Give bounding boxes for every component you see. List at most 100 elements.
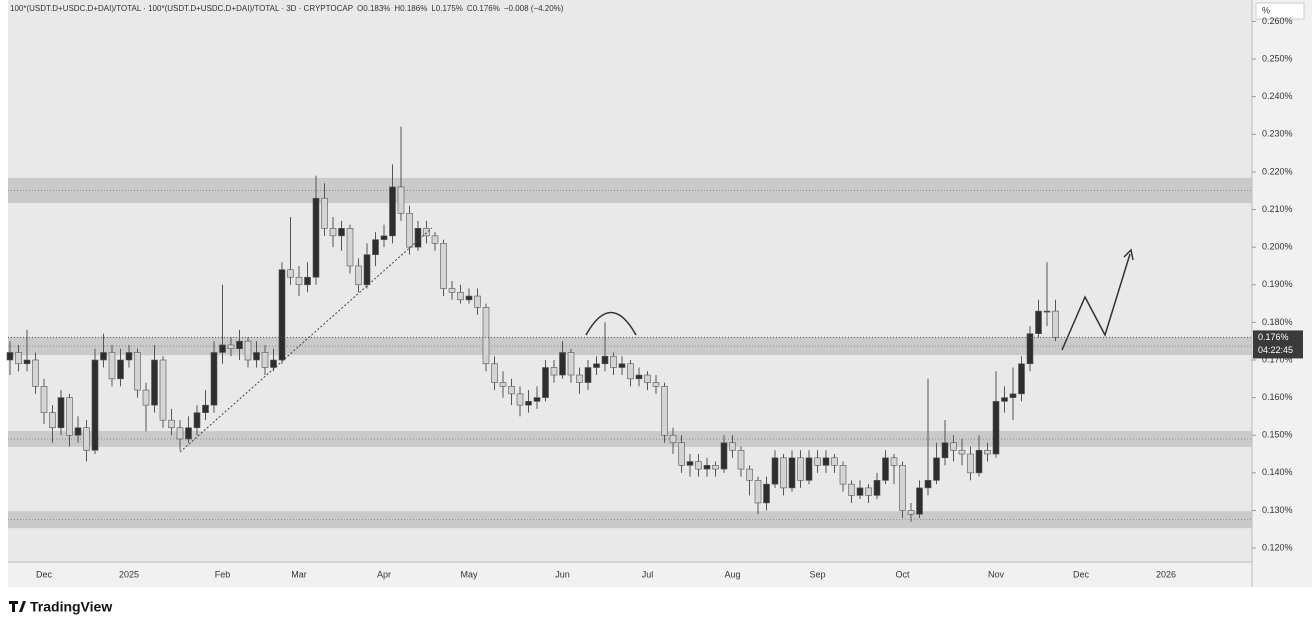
candle-body xyxy=(423,228,430,237)
candle-body xyxy=(49,412,56,429)
y-tick-label: 0.120% xyxy=(1262,542,1293,552)
y-tick-label: 0.190% xyxy=(1262,279,1293,289)
candle-body xyxy=(865,487,872,496)
candle-body xyxy=(890,457,898,466)
candle-body xyxy=(822,457,830,466)
candle-body xyxy=(6,352,14,361)
x-tick-label: Jul xyxy=(642,569,654,579)
arrow-head xyxy=(1123,248,1134,261)
candle-body xyxy=(533,397,541,402)
y-tick-label: 0.210% xyxy=(1262,204,1293,214)
candle-body xyxy=(1043,310,1051,313)
y-tick-label: 0.160% xyxy=(1262,392,1293,402)
candle-body xyxy=(270,359,277,368)
candle-body xyxy=(754,480,762,504)
candle-body xyxy=(831,457,838,466)
candle-body xyxy=(176,427,184,440)
candle-body xyxy=(788,457,796,489)
candle-body xyxy=(550,367,558,376)
candle-body xyxy=(185,427,192,440)
brand-logo xyxy=(9,601,26,612)
candle-body xyxy=(338,228,345,237)
x-tick-label: Oct xyxy=(895,569,910,579)
projection-arrow xyxy=(1061,253,1131,351)
x-tick-label: Sep xyxy=(809,569,825,579)
candle-body xyxy=(661,386,668,436)
candle-body xyxy=(924,480,932,489)
candle-body xyxy=(253,352,260,361)
candle-body xyxy=(695,461,702,470)
legend-symbol: 100*(USDT.D+USDC.D+DAI)/TOTAL · 100*(USD… xyxy=(10,4,353,13)
candle-body xyxy=(814,457,821,466)
candle-body xyxy=(516,393,524,406)
candle-body xyxy=(474,295,481,308)
candle-body xyxy=(542,367,549,398)
x-tick-label: Mar xyxy=(291,569,307,579)
x-tick-label: May xyxy=(460,569,478,579)
candle-body xyxy=(771,457,779,485)
candle-body xyxy=(907,510,915,515)
price-axis xyxy=(1252,0,1312,587)
candle-body xyxy=(1035,310,1042,334)
candle-body xyxy=(916,487,923,515)
candle-body xyxy=(134,352,141,391)
candle-body xyxy=(763,483,770,504)
x-tick-label: Apr xyxy=(377,569,391,579)
x-tick-label: Feb xyxy=(215,569,231,579)
candle-body xyxy=(1018,363,1025,395)
candle-body xyxy=(23,359,31,365)
x-tick-label: Jun xyxy=(555,569,570,579)
last-price-box xyxy=(1253,330,1303,359)
candle-body xyxy=(372,239,379,255)
candle-body xyxy=(627,363,634,380)
y-tick-label: 0.220% xyxy=(1262,166,1293,176)
candle-body xyxy=(431,235,439,244)
candle-body xyxy=(66,397,73,436)
legend-low: L0.175% xyxy=(431,4,463,13)
candle-body xyxy=(57,397,65,429)
y-tick-label: 0.130% xyxy=(1262,505,1293,515)
candle-body xyxy=(652,382,660,387)
candle-body xyxy=(958,449,966,455)
candle-body xyxy=(278,269,286,361)
candle-body xyxy=(414,228,422,248)
candle-body xyxy=(873,480,881,496)
candle-body xyxy=(576,374,583,383)
candle-body xyxy=(635,374,643,380)
candle-body xyxy=(780,457,787,489)
candle-body xyxy=(703,465,711,470)
candle-body xyxy=(74,427,82,436)
candle-body xyxy=(83,427,90,451)
unit-button[interactable] xyxy=(1255,2,1305,20)
candle-body xyxy=(125,352,133,361)
x-tick-label: Dec xyxy=(36,569,53,579)
candle-body xyxy=(159,359,167,421)
y-tick-label: 0.140% xyxy=(1262,467,1293,477)
candle-body xyxy=(363,254,371,286)
candle-body xyxy=(669,434,677,444)
candle-body xyxy=(601,355,609,365)
candle-body xyxy=(355,265,362,286)
candle-body xyxy=(117,359,124,380)
candle-body xyxy=(712,465,719,470)
candle-body xyxy=(941,442,949,459)
candle-body xyxy=(389,186,396,237)
candle-body xyxy=(168,419,175,429)
candle-body xyxy=(1026,333,1034,365)
candle-body xyxy=(1052,310,1059,338)
candle-body xyxy=(720,442,728,470)
candle-body xyxy=(32,359,39,387)
trendline xyxy=(179,227,433,453)
candle-body xyxy=(729,442,736,451)
candle-body xyxy=(746,468,753,481)
candle-body xyxy=(508,386,515,395)
candle-body xyxy=(287,269,294,278)
candle-body xyxy=(321,197,328,229)
candle-body xyxy=(499,382,507,387)
candle-body xyxy=(219,344,226,353)
candle-body xyxy=(142,389,150,406)
candle-body xyxy=(567,352,575,376)
candle-body xyxy=(465,295,473,301)
candle-body xyxy=(644,374,651,383)
